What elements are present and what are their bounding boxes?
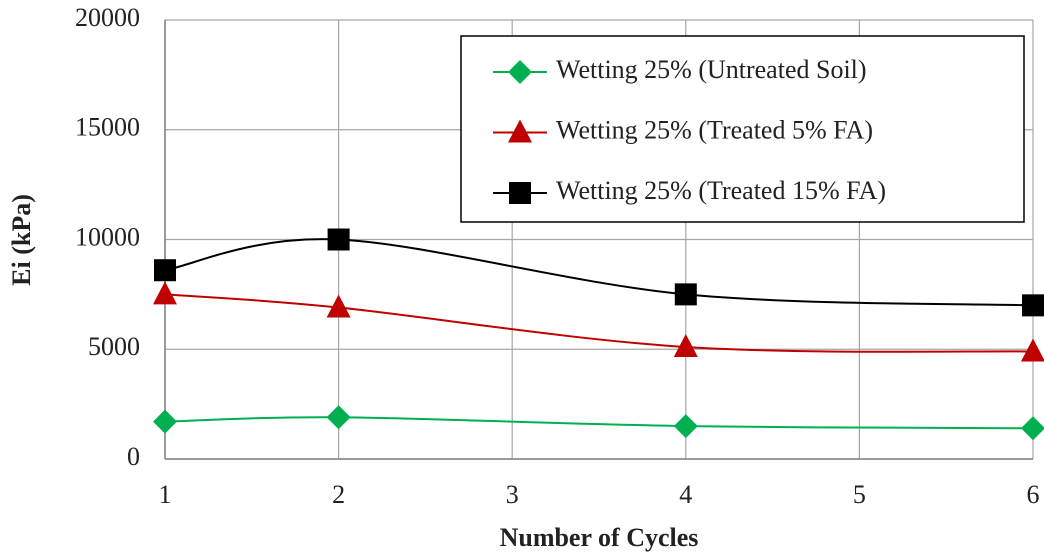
- series-line: [164, 416, 1034, 430]
- legend-label: Wetting 25% (Treated 5% FA): [556, 115, 873, 144]
- y-axis-title: Ei (kPa): [7, 194, 36, 286]
- marker: [326, 405, 351, 430]
- y-tick-label: 0: [127, 442, 140, 471]
- y-tick-label: 10000: [75, 222, 140, 251]
- legend-box: [460, 35, 1025, 223]
- marker: [674, 283, 697, 306]
- x-tick-label: 4: [679, 480, 692, 509]
- y-tick-label: 20000: [75, 3, 140, 32]
- marker: [153, 409, 177, 434]
- legend-label: Wetting 25% (Treated 15% FA): [556, 176, 886, 205]
- marker: [327, 228, 350, 251]
- x-tick-label: 3: [506, 480, 519, 509]
- marker: [673, 414, 698, 439]
- marker: [1021, 338, 1044, 362]
- x-tick-label: 5: [853, 480, 866, 509]
- marker: [673, 334, 698, 358]
- x-axis-title: Number of Cycles: [500, 523, 699, 552]
- marker: [1021, 416, 1044, 441]
- legend-marker: [508, 119, 532, 143]
- legend-marker: [508, 60, 532, 84]
- y-tick-label: 15000: [75, 113, 140, 142]
- marker: [153, 281, 177, 305]
- series-line: [164, 293, 1034, 353]
- marker: [1022, 294, 1044, 317]
- legend-label: Wetting 25% (Untreated Soil): [556, 55, 867, 84]
- series-line: [164, 238, 1034, 307]
- marker: [154, 259, 176, 282]
- x-tick-label: 2: [332, 480, 345, 509]
- y-tick-label: 5000: [88, 332, 140, 361]
- marker: [326, 294, 351, 318]
- x-tick-label: 6: [1027, 480, 1040, 509]
- x-tick-label: 1: [159, 480, 172, 509]
- legend-marker: [509, 182, 531, 204]
